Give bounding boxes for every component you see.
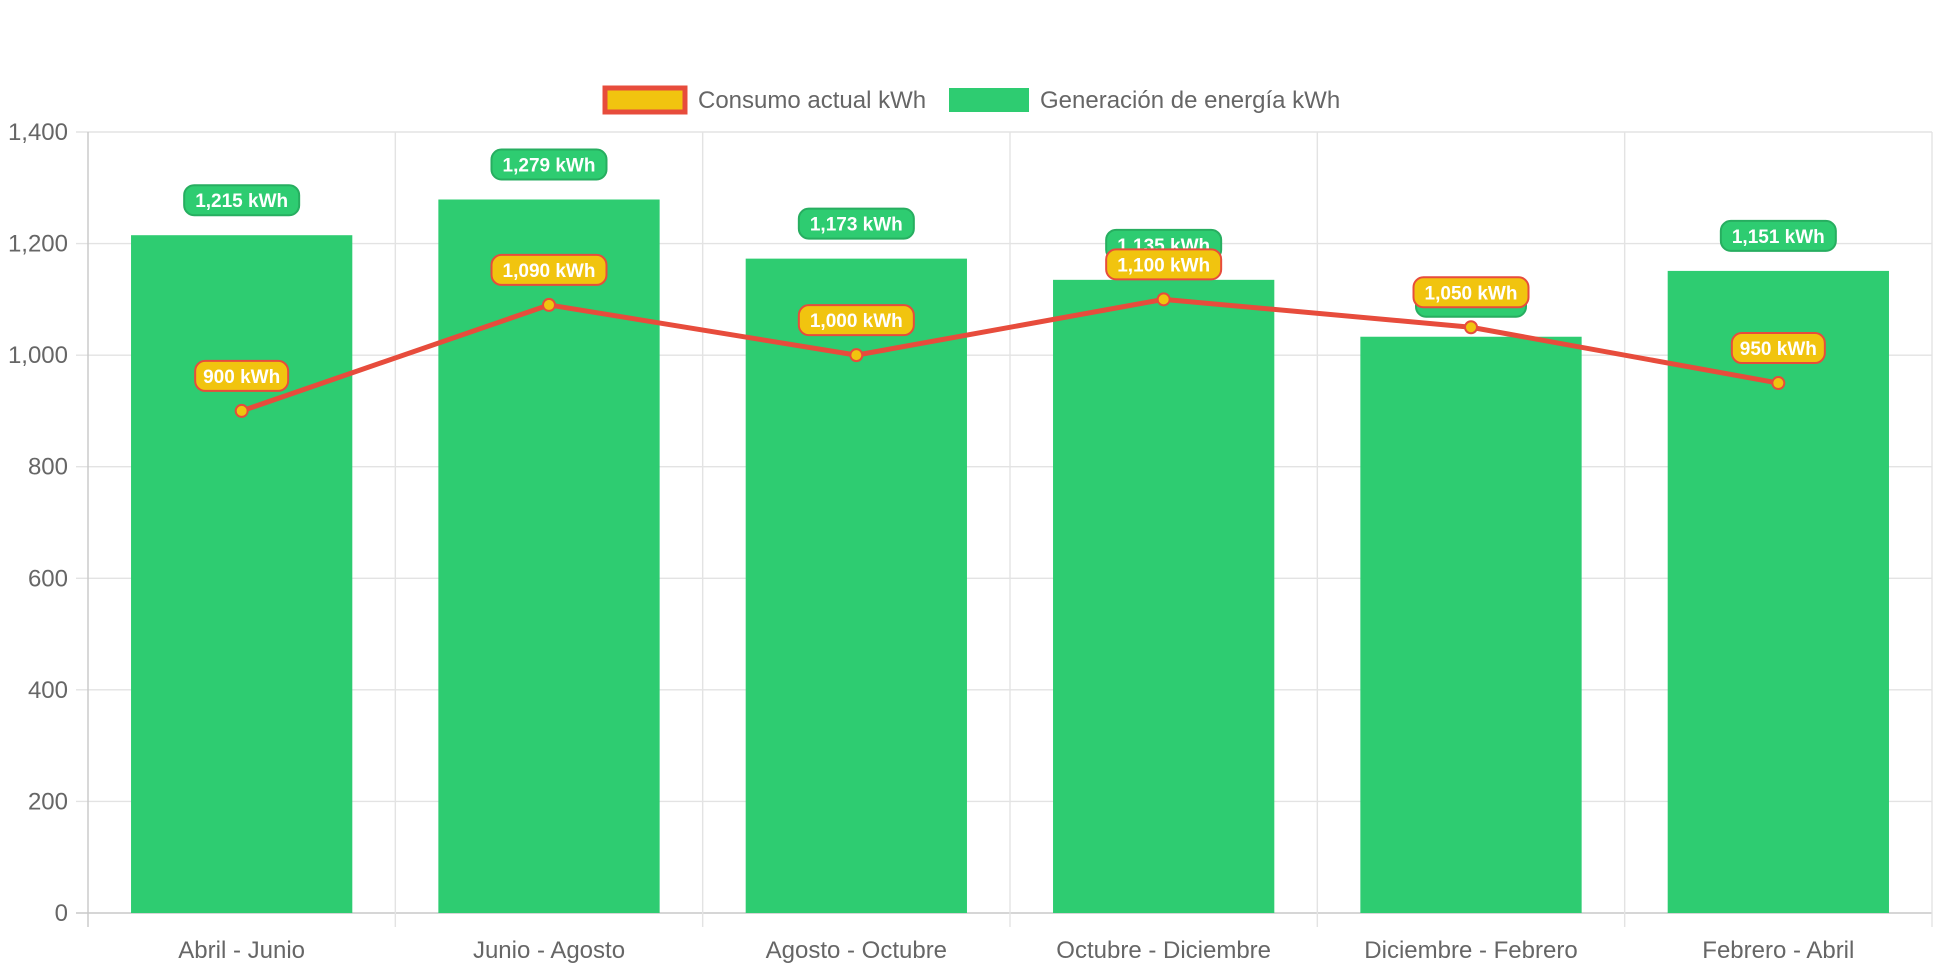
legend-label-generacion: Generación de energía kWh [1040, 87, 1340, 114]
y-tick-label: 200 [28, 788, 68, 815]
line-data-label-background [1730, 332, 1826, 365]
bar-data-label-background [490, 148, 608, 181]
line-path [240, 296, 1779, 414]
bar-data-label-text: 1,279 kWh [503, 156, 596, 177]
bar [745, 258, 967, 914]
line-data-label: 1,050 kWh [1412, 276, 1530, 309]
line-data-label-text: 1,100 kWh [1117, 255, 1210, 276]
x-tick-label: Abril - Junio [178, 937, 305, 964]
line-data-label-background [1412, 276, 1530, 309]
bar-data-label: 1,173 kWh [797, 207, 915, 240]
line-data-label-text: 1,090 kWh [503, 261, 596, 282]
bar-series [131, 199, 1889, 914]
bar-data-label-background [1719, 219, 1837, 252]
legend-item-generacion: Generación de energía kWh [949, 87, 1340, 114]
bar-data-label-background [797, 207, 915, 240]
line-data-label-background [797, 304, 915, 337]
y-tick-label: 400 [28, 677, 68, 704]
line-data-label-text: 1,050 kWh [1425, 283, 1518, 304]
y-tick-label: 1,400 [8, 119, 68, 146]
y-axis: 0 200 400 600 800 1,000 1,200 1,400 [8, 119, 68, 927]
line-data-label: 1,000 kWh [797, 304, 915, 337]
line-data-label: 950 kWh [1730, 332, 1826, 365]
line-data-label: 1,100 kWh [1105, 248, 1223, 281]
line-data-label-background [194, 359, 290, 392]
line-point [1156, 292, 1171, 307]
y-tick-label: 600 [28, 565, 68, 592]
line-data-label-text: 900 kWh [203, 367, 280, 388]
bar-data-label: 1,215 kWh [183, 184, 301, 217]
legend-label-consumo: Consumo actual kWh [698, 87, 926, 114]
line-data-label: 1,090 kWh [490, 253, 608, 286]
bar [1360, 336, 1582, 913]
legend-swatch-generacion [949, 88, 1029, 112]
line-point [849, 348, 864, 363]
legend: Consumo actual kWh Generación de energía … [602, 85, 1340, 115]
line-point [1464, 320, 1478, 335]
bar-data-label-text: 1,215 kWh [195, 191, 288, 212]
line-point [542, 297, 556, 312]
y-tick-label: 1,200 [8, 231, 68, 258]
x-tick-label: Agosto - Octubre [766, 937, 947, 964]
legend-item-consumo: Consumo actual kWh [602, 85, 926, 115]
bar-data-label: 1,151 kWh [1719, 219, 1837, 252]
line-series [234, 292, 1786, 418]
grid [76, 131, 1933, 927]
line-data-label: 900 kWh [194, 359, 290, 392]
y-tick-label: 1,000 [8, 342, 68, 369]
bar-data-label-text: 1,151 kWh [1732, 227, 1825, 248]
line-data-label-background [1105, 248, 1223, 281]
x-axis: Abril - Junio Junio - Agosto Agosto - Octu… [178, 937, 1854, 964]
y-tick-label: 0 [55, 900, 68, 927]
line-data-label-text: 1,000 kWh [810, 311, 903, 332]
bar [131, 235, 353, 914]
line-point [1771, 376, 1786, 391]
x-tick-label: Octubre - Diciembre [1056, 937, 1271, 964]
x-tick-label: Junio - Agosto [473, 937, 625, 964]
line-point [234, 403, 249, 418]
bar [1053, 279, 1275, 913]
y-tick-label: 800 [28, 454, 68, 481]
line-data-label-background [490, 253, 608, 286]
legend-swatch-consumo [602, 85, 688, 115]
bar-data-label-background [183, 184, 301, 217]
line-data-labels: 900 kWh 1,090 kWh 1,000 kWh 1,100 kWh 1,050 … [194, 248, 1826, 392]
x-tick-label: Febrero - Abril [1702, 937, 1854, 964]
x-tick-label: Diciembre - Febrero [1364, 937, 1577, 964]
bar-data-label: 1,279 kWh [490, 148, 608, 181]
bar-data-label-text: 1,173 kWh [810, 215, 903, 236]
line-data-label-text: 950 kWh [1740, 339, 1817, 360]
